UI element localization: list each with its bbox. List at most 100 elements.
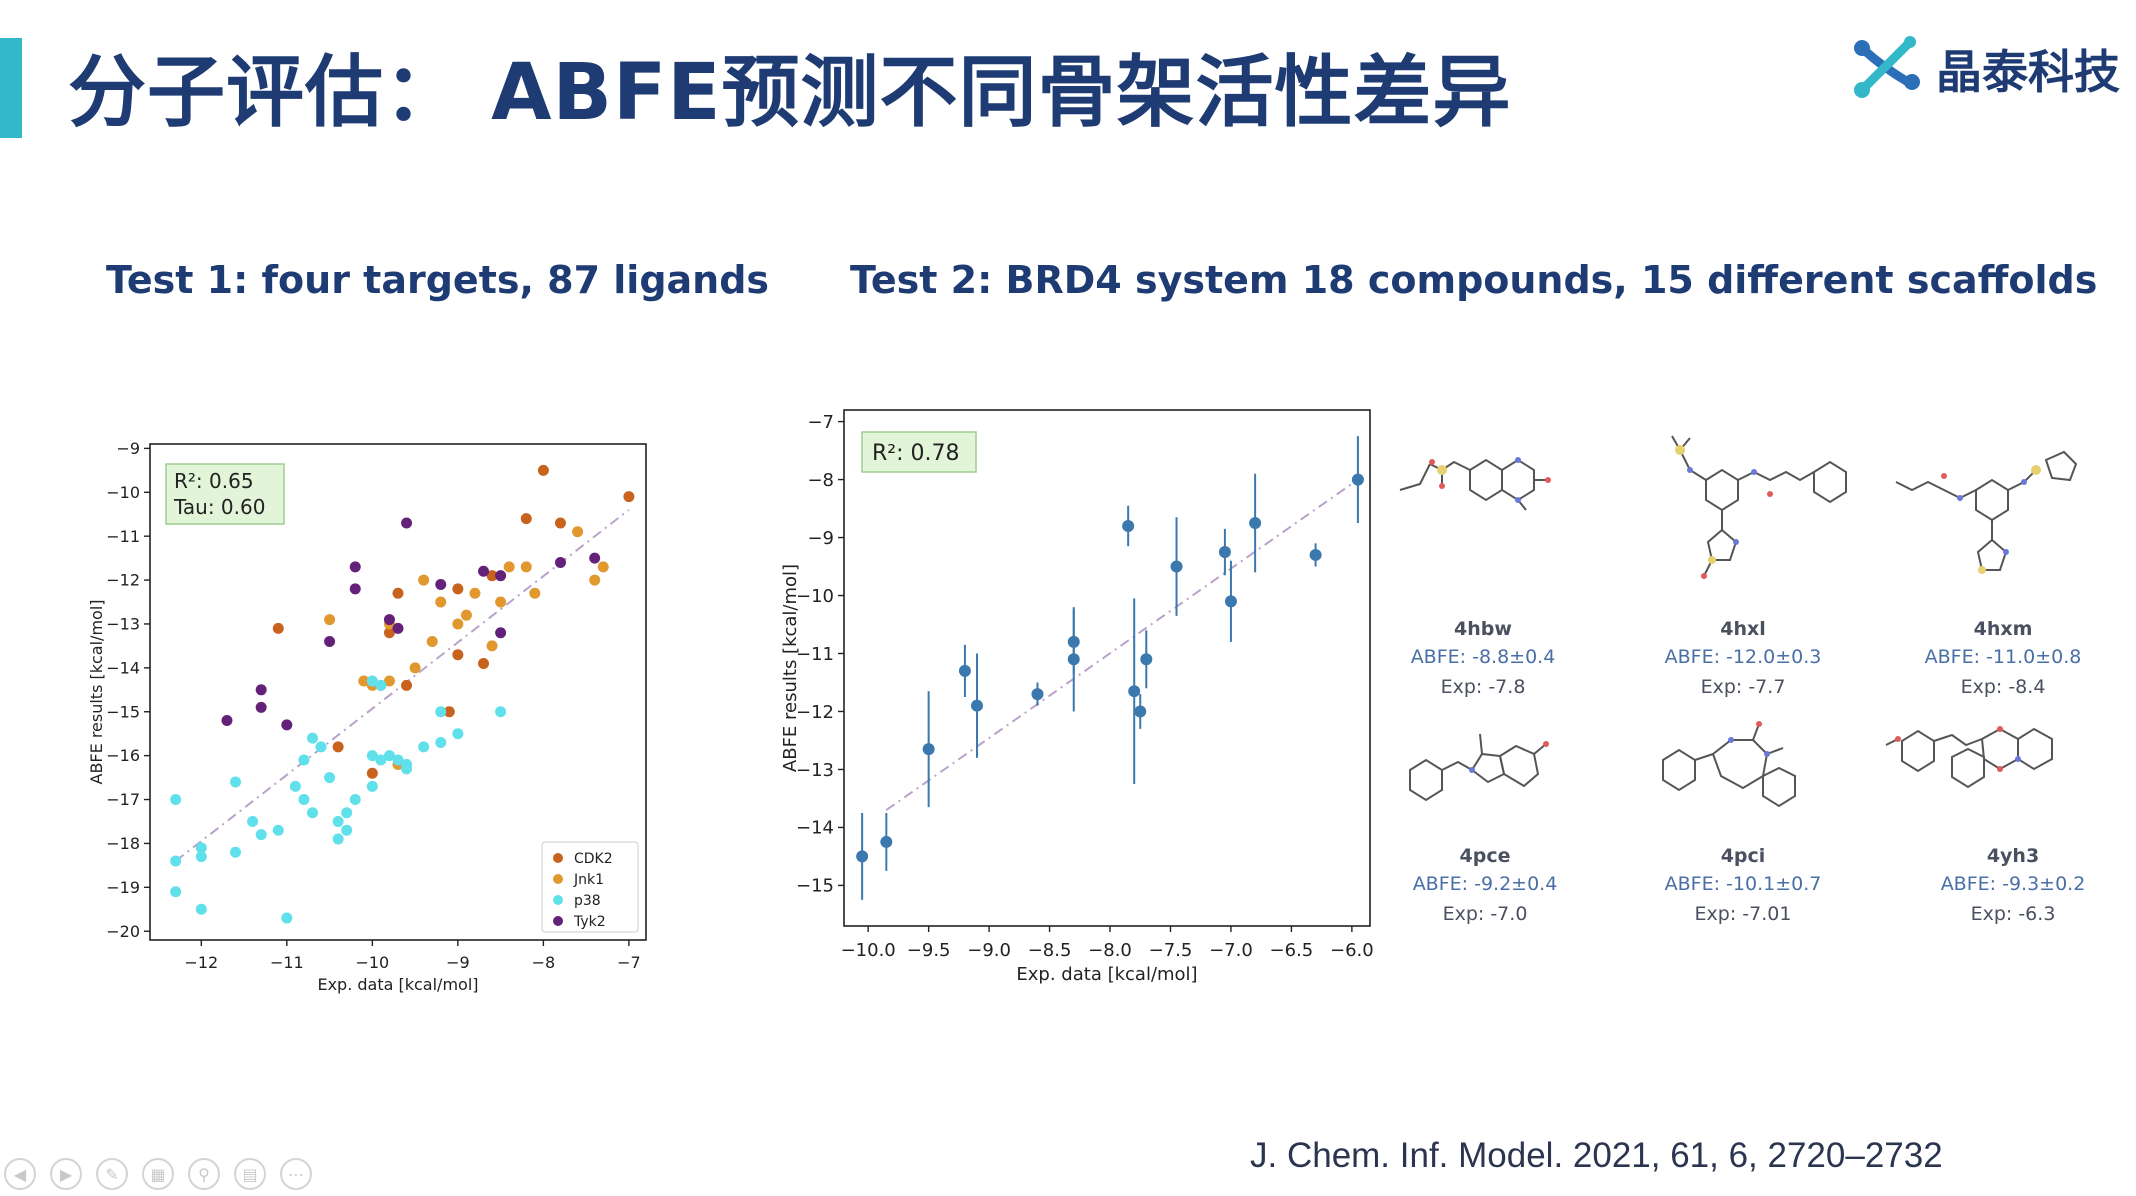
data-point xyxy=(1351,473,1364,486)
data-point-tyk2 xyxy=(324,636,336,648)
legend-label: CDK2 xyxy=(574,851,613,867)
compound-card-4pce: 4pce ABFE: -9.2±0.4 Exp: -7.0 xyxy=(1360,845,1610,925)
data-point-tyk2 xyxy=(495,627,507,639)
x-tick-label: −7.5 xyxy=(1149,940,1193,961)
logo-mark-icon xyxy=(1854,36,1920,98)
legend-marker-tyk2 xyxy=(553,916,563,926)
y-tick-label: −15 xyxy=(796,876,834,897)
y-tick-label: −11 xyxy=(106,527,140,546)
data-point-jnk1 xyxy=(589,574,601,586)
compound-card-4yh3: 4yh3 ABFE: -9.3±0.2 Exp: -6.3 xyxy=(1888,845,2136,925)
data-point-p38 xyxy=(255,829,267,841)
data-point-jnk1 xyxy=(358,675,370,687)
compound-name: 4hxm xyxy=(1973,618,2033,640)
previous-slide-icon[interactable]: ◀ xyxy=(4,1158,36,1190)
molecule-4hxm-structure xyxy=(1895,450,2078,574)
x-tick-label: −7 xyxy=(617,953,641,972)
slideshow-toolbar: ◀ ▶ ✎ ▦ ⚲ ▤ ⋯ xyxy=(4,1158,312,1190)
x-tick-label: −6.5 xyxy=(1270,940,1314,961)
data-point-p38 xyxy=(495,706,507,718)
stats-box xyxy=(165,463,285,525)
data-point xyxy=(1134,705,1147,718)
data-point xyxy=(1128,685,1141,698)
data-point-jnk1 xyxy=(426,636,438,648)
molecule-4hxl-structure xyxy=(1671,435,1847,579)
data-point-p38 xyxy=(366,750,378,762)
legend-label: p38 xyxy=(574,893,601,909)
data-point xyxy=(971,699,984,712)
data-point-jnk1 xyxy=(503,561,515,573)
data-point xyxy=(1067,635,1080,648)
chart-test1-scatter: −12 −11 −10 −9 −8 −7 −9 −10 −11 −12 −13 −14 −15 −16 −1… xyxy=(87,439,647,994)
data-point-tyk2 xyxy=(255,684,267,696)
data-point-tyk2 xyxy=(401,517,413,529)
compound-name: 4pce xyxy=(1459,845,1511,867)
legend-marker-p38 xyxy=(553,895,563,905)
slides-grid-icon[interactable]: ▦ xyxy=(142,1158,174,1190)
logo-text: 晶泰科技 xyxy=(1936,45,2120,99)
data-point-tyk2 xyxy=(589,552,601,564)
data-point-jnk1 xyxy=(452,618,464,630)
subtitle-icon[interactable]: ▤ xyxy=(234,1158,266,1190)
compound-card-4hxl: 4hxl ABFE: -12.0±0.3 Exp: -7.7 xyxy=(1618,618,1868,698)
compound-abfe: ABFE: -11.0±0.8 xyxy=(1924,646,2082,668)
data-point-cdk2 xyxy=(520,513,532,525)
data-point-jnk1 xyxy=(409,662,421,674)
compound-exp: Exp: -7.7 xyxy=(1700,676,1786,698)
data-point-jnk1 xyxy=(486,640,498,652)
data-point-jnk1 xyxy=(495,596,507,608)
data-point xyxy=(1249,517,1262,530)
data-point-p38 xyxy=(332,833,344,845)
y-tick-label: −7 xyxy=(807,412,834,433)
compound-exp: Exp: -7.0 xyxy=(1442,903,1528,925)
data-point-p38 xyxy=(435,736,447,748)
data-point-p38 xyxy=(332,815,344,827)
compound-card-4hxm: 4hxm ABFE: -11.0±0.8 Exp: -8.4 xyxy=(1878,618,2128,698)
data-point xyxy=(1170,560,1183,573)
data-point-cdk2 xyxy=(332,741,344,753)
data-point-p38 xyxy=(195,851,207,863)
next-slide-icon[interactable]: ▶ xyxy=(50,1158,82,1190)
y-tick-label: −12 xyxy=(106,571,140,590)
compound-name: 4hbw xyxy=(1454,618,1512,640)
data-point-p38 xyxy=(170,855,182,867)
chart-test2-scatter: −10.0 −9.5 −9.0 −8.5 −8.0 −7.5 −7.0 −6.5 −6.0 −7 −… xyxy=(780,409,1374,985)
data-point xyxy=(1218,546,1231,559)
data-point-tyk2 xyxy=(349,583,361,595)
x-tick-label: −6.0 xyxy=(1330,940,1374,961)
pen-icon[interactable]: ✎ xyxy=(96,1158,128,1190)
data-point-jnk1 xyxy=(324,614,336,626)
x-tick-label: −8.5 xyxy=(1028,940,1072,961)
x-tick-label: −9 xyxy=(446,953,470,972)
data-point-jnk1 xyxy=(435,596,447,608)
data-point-p38 xyxy=(392,754,404,766)
stat-r2: R²: 0.65 xyxy=(174,469,254,493)
y-axis-label: ABFE results [kcal/mol] xyxy=(87,599,106,784)
data-point-p38 xyxy=(298,754,310,766)
molecule-4hbw-structure xyxy=(1399,457,1551,511)
data-point-cdk2 xyxy=(554,517,566,529)
x-axis-label: Exp. data [kcal/mol] xyxy=(1016,964,1197,985)
compound-exp: Exp: -7.8 xyxy=(1440,676,1526,698)
zoom-icon[interactable]: ⚲ xyxy=(188,1158,220,1190)
more-options-icon[interactable]: ⋯ xyxy=(280,1158,312,1190)
data-point-cdk2 xyxy=(452,583,464,595)
molecule-4pce-structure xyxy=(1409,733,1549,802)
data-point xyxy=(856,850,869,863)
compound-card-4pci: 4pci ABFE: -10.1±0.7 Exp: -7.01 xyxy=(1618,845,1868,925)
compound-abfe: ABFE: -9.2±0.4 xyxy=(1412,873,1558,895)
data-point-tyk2 xyxy=(255,701,267,713)
citation: J. Chem. Inf. Model. 2021, 61, 6, 2720–2… xyxy=(1250,1136,1943,1175)
data-point-p38 xyxy=(375,679,387,691)
legend-label: Tyk2 xyxy=(573,914,606,930)
data-point xyxy=(1122,519,1135,532)
compound-abfe: ABFE: -12.0±0.3 xyxy=(1664,646,1822,668)
y-tick-label: −17 xyxy=(106,790,140,809)
data-point-p38 xyxy=(401,763,413,775)
data-point-cdk2 xyxy=(392,587,404,599)
data-point-cdk2 xyxy=(478,657,490,669)
y-tick-label: −10 xyxy=(106,483,140,502)
data-point-p38 xyxy=(341,807,353,819)
data-point xyxy=(1309,548,1322,561)
data-point-cdk2 xyxy=(537,464,549,476)
